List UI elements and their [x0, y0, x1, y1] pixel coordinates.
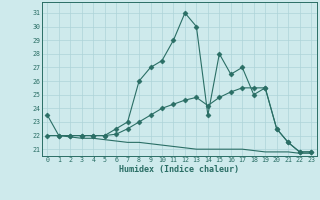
X-axis label: Humidex (Indice chaleur): Humidex (Indice chaleur) — [119, 165, 239, 174]
